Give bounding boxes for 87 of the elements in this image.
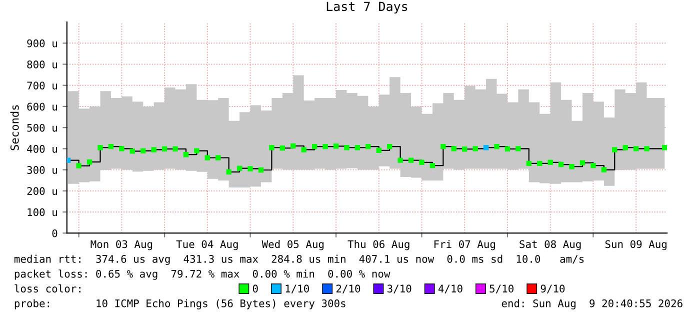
point [204, 155, 210, 160]
x-tick-label: Wed 05 Aug [262, 240, 324, 250]
point [516, 146, 521, 152]
point [662, 145, 668, 150]
point [504, 146, 510, 152]
point [569, 164, 574, 170]
point [622, 145, 628, 150]
x-tick-label: Sun 09 Aug [605, 240, 666, 250]
point [140, 148, 146, 154]
point [172, 146, 178, 152]
point [558, 162, 564, 168]
point [301, 147, 306, 152]
point [183, 152, 189, 158]
point [269, 145, 274, 150]
point [451, 146, 456, 152]
point [130, 148, 135, 154]
point [86, 159, 92, 165]
point [590, 162, 596, 168]
point [333, 144, 339, 149]
point [258, 167, 264, 173]
point [494, 144, 500, 150]
point [322, 144, 328, 150]
point [98, 145, 103, 150]
point [216, 155, 221, 160]
x-tick-label: Tue 04 Aug [176, 240, 238, 250]
point [366, 144, 371, 150]
point [280, 145, 286, 151]
legend-label: 3/10 [388, 284, 412, 294]
point [580, 160, 586, 166]
point [483, 145, 489, 150]
point [66, 158, 71, 163]
legend-title: loss color: [14, 284, 80, 293]
y-tick-label: 900 u [27, 39, 57, 48]
point [354, 145, 360, 150]
text: median rtt: 374.6 us avg 431.3 us max 284.8 us min 407.1 us now 0.0 ms sd 10.0 am/s [14, 254, 584, 265]
legend-label: 1/10 [286, 284, 309, 294]
chart-title: Last 7 Days [326, 2, 408, 14]
legend-label: 0 [252, 284, 258, 293]
point [612, 147, 618, 152]
point [248, 166, 253, 172]
point [430, 162, 436, 168]
point [151, 147, 156, 152]
point [290, 143, 296, 149]
x-tick-label: Sat 08 Aug [520, 240, 581, 250]
text: end: Sun Aug 9 20:40:55 2026 [502, 299, 682, 310]
point [633, 146, 639, 152]
legend-label: 9/10 [540, 284, 565, 294]
point [226, 169, 232, 174]
point [76, 163, 82, 168]
point [462, 146, 468, 152]
y-tick-label: 300 u [27, 166, 57, 174]
y-tick-label: 0 [52, 229, 58, 238]
point [312, 144, 318, 150]
point [376, 148, 382, 153]
x-tick-label: Mon 03 Aug [90, 240, 152, 250]
point [548, 160, 553, 165]
point [398, 158, 403, 163]
legend-label: 5/10 [490, 284, 514, 294]
x-tick-label: Fri 07 Aug [434, 240, 495, 250]
text: probe: 10 ICMP Echo Pings (56 Bytes) every 300s [14, 299, 346, 310]
point [440, 144, 446, 150]
point [408, 158, 414, 163]
y-tick-label: 100 u [28, 208, 57, 216]
y-axis-title: Seconds [10, 105, 19, 150]
legend-label: 2/10 [336, 284, 360, 294]
point [419, 160, 424, 165]
y-tick-label: 700 u [27, 82, 57, 90]
point [162, 146, 168, 152]
y-tick-label: 200 u [27, 187, 57, 196]
point [526, 160, 532, 166]
point [236, 166, 242, 171]
y-tick-label: 400 u [27, 144, 57, 153]
point [386, 144, 392, 150]
point [344, 145, 350, 150]
point [119, 146, 124, 152]
y-tick-label: 600 u [27, 102, 57, 111]
point [601, 167, 607, 172]
point [108, 144, 114, 150]
point [537, 160, 542, 166]
y-tick-label: 800 u [27, 60, 57, 68]
y-tick-label: 500 u [27, 124, 57, 132]
legend-label: 4/10 [438, 284, 462, 294]
x-tick-label: Thu 06 Aug [348, 240, 410, 250]
point [644, 146, 650, 152]
text: packet loss: 0.65 % avg 79.72 % max 0.00 % min 0.00 % now [14, 270, 390, 280]
point [472, 146, 478, 152]
point [194, 148, 200, 154]
